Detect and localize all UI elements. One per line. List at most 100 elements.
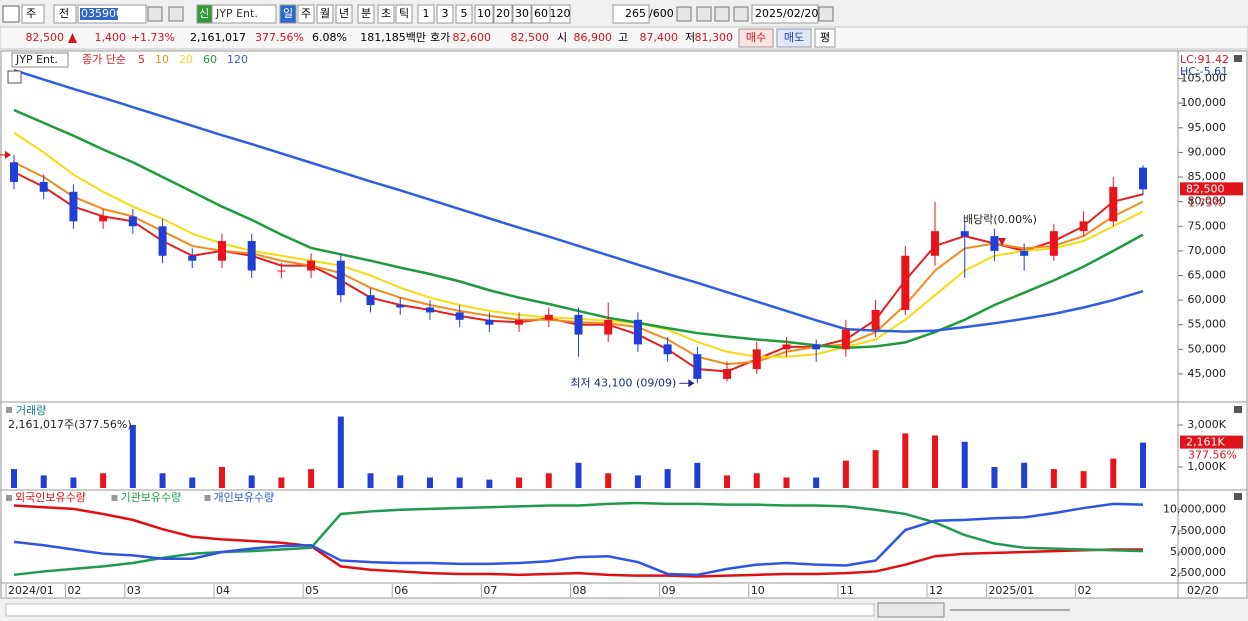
volume-bar (189, 477, 196, 488)
volume-bar (634, 475, 641, 488)
y-tick-label: 65,000 (1188, 268, 1227, 281)
y-tick-label: 7,500,000 (1170, 524, 1226, 537)
toolbar-item: 3 (442, 7, 449, 20)
last-volume-rate: 377.56% (1188, 449, 1237, 462)
calendar-icon[interactable] (818, 6, 834, 22)
volume-bar (100, 473, 107, 488)
toolbar-button[interactable] (279, 4, 297, 24)
quote-volume-rate: 377.56% (255, 31, 304, 44)
table-icon[interactable] (7, 70, 22, 84)
toolbar-button[interactable] (455, 4, 473, 24)
volume-bar (308, 469, 315, 488)
x-tick-label: 11 (840, 584, 854, 597)
candle-body (515, 319, 524, 325)
y-tick-label: 2,500,000 (1170, 566, 1226, 579)
legend-entry: 외국인보유수량 (15, 491, 86, 504)
y-tick-label: 105,000 (1181, 72, 1227, 85)
toolbar-button[interactable] (53, 4, 77, 24)
candle-body (1020, 250, 1029, 256)
series-line (13, 504, 1143, 578)
panel-maximize[interactable] (1234, 55, 1242, 62)
toolbar-button[interactable] (474, 4, 494, 24)
toolbar-button[interactable] (549, 4, 571, 24)
volume-bar (486, 479, 493, 488)
quote-bid: 82,500 (511, 31, 550, 44)
candle-body (871, 309, 880, 330)
speaker-icon[interactable] (168, 6, 184, 22)
toolbar-button[interactable] (297, 4, 315, 24)
toolbar-button[interactable] (316, 4, 334, 24)
toolbar-button[interactable] (612, 4, 650, 24)
settings-icon[interactable] (733, 6, 749, 22)
tool-icon[interactable] (696, 6, 712, 22)
y-tick-label: 95,000 (1188, 121, 1227, 134)
volume-bar (129, 424, 136, 488)
volume-bar (367, 473, 374, 488)
legend-entry: 20 (179, 53, 193, 66)
x-tick-label: 02 (1078, 584, 1092, 597)
toolbar-button[interactable] (751, 4, 819, 24)
candle-body (574, 314, 583, 335)
volume-bar (694, 462, 701, 488)
toolbar-item: 년 (339, 7, 349, 20)
y-tick-label: 55,000 (1188, 318, 1227, 331)
volume-bar (575, 462, 582, 488)
y-tick-label: 75,000 (1188, 219, 1227, 232)
save-icon[interactable] (714, 6, 730, 22)
toolbar-button[interactable] (377, 4, 395, 24)
quote-high-label: 고 (618, 31, 628, 44)
order-button[interactable] (738, 28, 774, 48)
toolbar-item: 5 (461, 7, 468, 20)
y-tick-label: 100,000 (1181, 96, 1227, 109)
toolbar-icon[interactable] (2, 5, 20, 23)
panel-maximize[interactable] (1234, 406, 1242, 413)
toolbar-button[interactable] (21, 4, 45, 24)
toolbar-button[interactable] (335, 4, 353, 24)
candle-body (10, 162, 18, 182)
toolbar-button[interactable] (417, 4, 435, 24)
toolbar-item: 20 (496, 7, 510, 20)
candle-body (663, 344, 672, 355)
volume-bar (397, 475, 404, 488)
series-line (13, 502, 1144, 577)
y-tick-label: 3,000K (1187, 418, 1226, 431)
candle-body (723, 369, 732, 379)
tool-icon[interactable] (676, 6, 692, 22)
legend-entry: 120 (227, 53, 248, 66)
search-icon[interactable] (147, 6, 163, 22)
toolbar-item: 30 (515, 7, 529, 20)
toolbar-button[interactable] (436, 4, 454, 24)
candle-body (425, 307, 434, 313)
toolbar-item: 1 (423, 7, 430, 20)
toolbar-item: 초 (381, 7, 391, 20)
y-tick-label: 50,000 (1188, 342, 1227, 355)
y-tick-label: 90,000 (1188, 145, 1227, 158)
candle-body (960, 231, 969, 237)
toolbar-button[interactable] (512, 4, 532, 24)
scroll-track[interactable] (5, 603, 875, 617)
toolbar-button[interactable] (395, 4, 413, 24)
order-button[interactable] (776, 28, 812, 48)
toolbar-button[interactable] (493, 4, 513, 24)
candle-body (782, 344, 791, 350)
dividend-marker (998, 238, 1006, 246)
toolbar-button[interactable] (211, 4, 277, 24)
candle-body (1079, 221, 1088, 232)
quote-change-rate: +1.73% (131, 31, 175, 44)
order-button-label: 매도 (784, 31, 804, 44)
legend-stock-name: JYP Ent. (15, 53, 58, 66)
up-arrow (68, 33, 77, 43)
order-button[interactable] (814, 28, 836, 48)
toolbar-button[interactable] (357, 4, 375, 24)
scroll-buttons[interactable] (877, 602, 945, 618)
candle-body (396, 305, 405, 308)
legend-square (204, 495, 211, 501)
y-tick-label: 85,000 (1188, 170, 1227, 183)
panel-maximize[interactable] (1234, 493, 1242, 500)
toolbar-item: /600 (649, 7, 674, 20)
legend-square (111, 495, 118, 501)
min-annotation: 최저 43,100 (09/09) (570, 376, 676, 389)
volume-bar (872, 450, 879, 488)
series-line (13, 501, 1144, 577)
